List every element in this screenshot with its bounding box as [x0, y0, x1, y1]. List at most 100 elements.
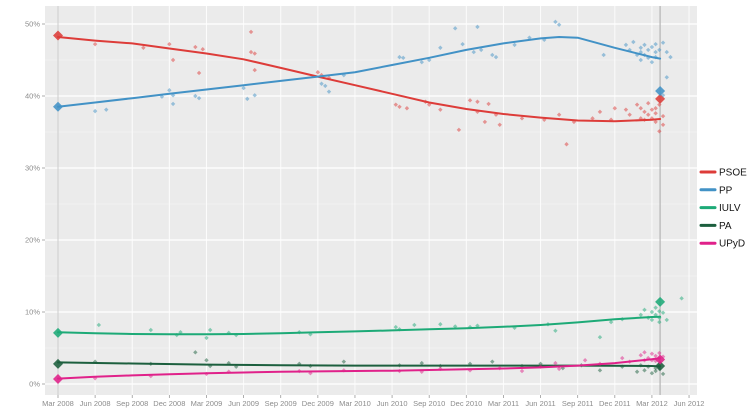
- pp-poll-point: [252, 93, 257, 98]
- psoe-poll-point: [556, 112, 562, 117]
- pp-poll-point: [475, 24, 480, 30]
- iulv-poll-point: [642, 307, 647, 313]
- pp-poll-point: [601, 52, 606, 58]
- psoe-election-2008-marker: [53, 30, 63, 41]
- legend-item-pa: PA: [699, 221, 732, 232]
- pp-election-2008-marker: [53, 101, 63, 112]
- pp-poll-point: [323, 83, 328, 89]
- upyd-election-2008-marker: [53, 373, 63, 384]
- pp-poll-point: [104, 107, 109, 112]
- psoe-poll-point: [660, 122, 666, 127]
- iulv-series: [53, 296, 684, 341]
- pp-trend-line: [57, 35, 662, 108]
- pp-poll-point: [553, 19, 558, 25]
- psoe-poll-point: [475, 99, 480, 104]
- psoe-poll-point: [196, 70, 202, 76]
- upyd-poll-point: [657, 350, 662, 356]
- pp-poll-point: [167, 88, 172, 93]
- x-tick-label: Sep 2009: [265, 399, 297, 408]
- iulv-trend-line: [57, 315, 662, 336]
- x-tick-label: Mar 2008: [42, 399, 74, 408]
- psoe-trend-line: [57, 36, 662, 123]
- iulv-election-2008-marker: [53, 327, 63, 338]
- x-tick-label: Dec 2011: [599, 399, 631, 408]
- pa-series: [53, 350, 666, 377]
- pp-poll-point: [646, 47, 651, 53]
- upyd-poll-point: [642, 350, 647, 355]
- pp-poll-point: [649, 59, 655, 65]
- pp-poll-point: [92, 108, 98, 114]
- upyd-poll-point: [649, 358, 655, 363]
- legend-item-psoe: PSOE: [699, 168, 747, 179]
- iulv-poll-point: [649, 309, 655, 315]
- pp-poll-point: [631, 39, 636, 45]
- psoe-poll-point: [649, 116, 655, 121]
- y-tick-label: 30%: [25, 164, 40, 173]
- pp-poll-point: [542, 37, 547, 43]
- pp-poll-point: [638, 49, 643, 55]
- psoe-poll-point: [92, 41, 98, 47]
- y-tick-label: 10%: [25, 308, 40, 317]
- psoe-poll-point: [646, 101, 651, 106]
- psoe-poll-point: [564, 142, 569, 147]
- iulv-poll-point: [148, 327, 153, 333]
- upyd-poll-point: [620, 355, 625, 361]
- psoe-poll-point: [612, 106, 617, 111]
- psoe-poll-point: [638, 116, 643, 121]
- psoe-poll-point: [653, 119, 658, 125]
- pp-poll-point: [668, 54, 673, 60]
- x-tick-label: Jun 2011: [525, 399, 555, 408]
- psoe-poll-point: [141, 45, 146, 50]
- legend-item-upyd: UPyD: [699, 239, 745, 250]
- psoe-poll-point: [660, 113, 666, 119]
- x-tick-label: Mar 2010: [339, 399, 371, 408]
- psoe-poll-point: [170, 57, 176, 63]
- psoe-poll-point: [393, 102, 398, 107]
- psoe-poll-point: [597, 109, 603, 115]
- iulv-poll-point: [638, 312, 643, 318]
- iulv-poll-point: [657, 319, 662, 325]
- pp-poll-point: [638, 45, 643, 50]
- psoe-poll-point: [438, 107, 443, 112]
- y-tick-label: 40%: [25, 92, 40, 101]
- pp-poll-point: [512, 42, 517, 48]
- upyd-series: [53, 350, 666, 384]
- pp-poll-point: [245, 96, 250, 102]
- upyd-poll-point: [556, 366, 562, 372]
- pa-trend-line: [57, 361, 662, 368]
- pa-poll-point: [490, 359, 495, 364]
- x-tick-label: Jun 2008: [80, 399, 111, 408]
- x-tick-label: Sep 2010: [413, 399, 445, 408]
- upyd-election-2012-marker: [655, 354, 666, 365]
- pp-election-2012-marker: [655, 85, 666, 96]
- psoe-poll-point: [486, 101, 491, 107]
- psoe-poll-point: [657, 129, 662, 134]
- pa-poll-point: [193, 350, 198, 355]
- psoe-poll-point: [649, 107, 655, 112]
- pp-poll-point: [653, 41, 658, 47]
- pa-election-2012-marker: [655, 361, 666, 371]
- legend-item-iulv: IULV: [699, 203, 741, 214]
- psoe-poll-point: [467, 98, 473, 103]
- psoe-poll-points: [92, 29, 666, 147]
- legend-label-pp: PP: [719, 185, 733, 196]
- y-tick-label: 50%: [25, 20, 40, 29]
- upyd-poll-point: [660, 354, 666, 359]
- pa-poll-point: [341, 359, 347, 364]
- iulv-poll-point: [553, 328, 558, 333]
- legend: PSOE PP IULV PA UPyD: [699, 168, 747, 250]
- iulv-poll-point: [412, 322, 417, 328]
- iulv-poll-point: [393, 324, 398, 330]
- iulv-poll-point: [96, 322, 102, 328]
- pp-poll-point: [319, 81, 324, 86]
- psoe-poll-point: [653, 111, 658, 116]
- psoe-poll-point: [590, 116, 595, 121]
- legend-item-pp: PP: [699, 185, 733, 196]
- iulv-poll-point: [679, 296, 684, 301]
- pp-poll-point: [627, 47, 632, 53]
- pp-poll-point: [241, 85, 246, 91]
- psoe-poll-point: [200, 47, 205, 52]
- x-tick-label: Mar 2012: [636, 399, 668, 408]
